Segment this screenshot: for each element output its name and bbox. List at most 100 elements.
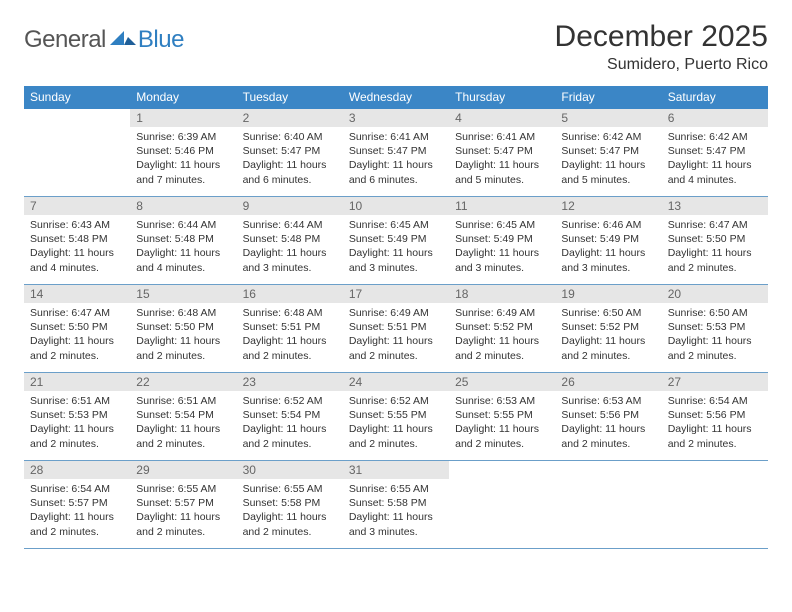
day-number: 21 bbox=[24, 373, 130, 391]
calendar-cell bbox=[662, 461, 768, 549]
calendar-cell: 26Sunrise: 6:53 AMSunset: 5:56 PMDayligh… bbox=[555, 373, 661, 461]
calendar-cell: 17Sunrise: 6:49 AMSunset: 5:51 PMDayligh… bbox=[343, 285, 449, 373]
day-content: Sunrise: 6:55 AMSunset: 5:58 PMDaylight:… bbox=[237, 479, 343, 543]
day-content: Sunrise: 6:42 AMSunset: 5:47 PMDaylight:… bbox=[555, 127, 661, 191]
title-block: December 2025 Sumidero, Puerto Rico bbox=[555, 20, 768, 74]
day-number: 2 bbox=[237, 109, 343, 127]
calendar-cell: 13Sunrise: 6:47 AMSunset: 5:50 PMDayligh… bbox=[662, 197, 768, 285]
day-number: 9 bbox=[237, 197, 343, 215]
day-content: Sunrise: 6:44 AMSunset: 5:48 PMDaylight:… bbox=[130, 215, 236, 279]
calendar-cell bbox=[24, 109, 130, 197]
day-number: 5 bbox=[555, 109, 661, 127]
day-number: 13 bbox=[662, 197, 768, 215]
calendar-cell: 11Sunrise: 6:45 AMSunset: 5:49 PMDayligh… bbox=[449, 197, 555, 285]
day-number: 16 bbox=[237, 285, 343, 303]
day-number: 14 bbox=[24, 285, 130, 303]
day-number: 31 bbox=[343, 461, 449, 479]
day-number: 10 bbox=[343, 197, 449, 215]
calendar-cell: 31Sunrise: 6:55 AMSunset: 5:58 PMDayligh… bbox=[343, 461, 449, 549]
calendar-cell: 8Sunrise: 6:44 AMSunset: 5:48 PMDaylight… bbox=[130, 197, 236, 285]
calendar-cell: 28Sunrise: 6:54 AMSunset: 5:57 PMDayligh… bbox=[24, 461, 130, 549]
calendar-cell bbox=[555, 461, 661, 549]
day-number: 29 bbox=[130, 461, 236, 479]
day-content: Sunrise: 6:50 AMSunset: 5:53 PMDaylight:… bbox=[662, 303, 768, 367]
day-content: Sunrise: 6:54 AMSunset: 5:56 PMDaylight:… bbox=[662, 391, 768, 455]
day-number: 30 bbox=[237, 461, 343, 479]
day-number: 25 bbox=[449, 373, 555, 391]
day-content: Sunrise: 6:48 AMSunset: 5:50 PMDaylight:… bbox=[130, 303, 236, 367]
day-content: Sunrise: 6:45 AMSunset: 5:49 PMDaylight:… bbox=[343, 215, 449, 279]
calendar-week-row: 14Sunrise: 6:47 AMSunset: 5:50 PMDayligh… bbox=[24, 285, 768, 373]
day-number: 18 bbox=[449, 285, 555, 303]
day-content: Sunrise: 6:51 AMSunset: 5:53 PMDaylight:… bbox=[24, 391, 130, 455]
day-content: Sunrise: 6:51 AMSunset: 5:54 PMDaylight:… bbox=[130, 391, 236, 455]
calendar-cell: 23Sunrise: 6:52 AMSunset: 5:54 PMDayligh… bbox=[237, 373, 343, 461]
calendar-cell: 2Sunrise: 6:40 AMSunset: 5:47 PMDaylight… bbox=[237, 109, 343, 197]
calendar-cell: 18Sunrise: 6:49 AMSunset: 5:52 PMDayligh… bbox=[449, 285, 555, 373]
day-content: Sunrise: 6:46 AMSunset: 5:49 PMDaylight:… bbox=[555, 215, 661, 279]
calendar-week-row: 21Sunrise: 6:51 AMSunset: 5:53 PMDayligh… bbox=[24, 373, 768, 461]
day-number: 15 bbox=[130, 285, 236, 303]
day-content: Sunrise: 6:40 AMSunset: 5:47 PMDaylight:… bbox=[237, 127, 343, 191]
day-number: 27 bbox=[662, 373, 768, 391]
brand-icon bbox=[110, 27, 136, 54]
location-text: Sumidero, Puerto Rico bbox=[555, 56, 768, 74]
day-header: Sunday bbox=[24, 86, 130, 109]
calendar-cell: 21Sunrise: 6:51 AMSunset: 5:53 PMDayligh… bbox=[24, 373, 130, 461]
day-content: Sunrise: 6:53 AMSunset: 5:55 PMDaylight:… bbox=[449, 391, 555, 455]
calendar-cell: 5Sunrise: 6:42 AMSunset: 5:47 PMDaylight… bbox=[555, 109, 661, 197]
day-content: Sunrise: 6:52 AMSunset: 5:54 PMDaylight:… bbox=[237, 391, 343, 455]
day-header: Monday bbox=[130, 86, 236, 109]
day-number: 3 bbox=[343, 109, 449, 127]
day-content: Sunrise: 6:44 AMSunset: 5:48 PMDaylight:… bbox=[237, 215, 343, 279]
day-number: 28 bbox=[24, 461, 130, 479]
day-number: 24 bbox=[343, 373, 449, 391]
day-content: Sunrise: 6:54 AMSunset: 5:57 PMDaylight:… bbox=[24, 479, 130, 543]
header: General Blue December 2025 Sumidero, Pue… bbox=[24, 20, 768, 74]
calendar-body: 1Sunrise: 6:39 AMSunset: 5:46 PMDaylight… bbox=[24, 109, 768, 549]
calendar-cell bbox=[449, 461, 555, 549]
brand-logo: General Blue bbox=[24, 26, 184, 54]
calendar-cell: 29Sunrise: 6:55 AMSunset: 5:57 PMDayligh… bbox=[130, 461, 236, 549]
calendar-cell: 6Sunrise: 6:42 AMSunset: 5:47 PMDaylight… bbox=[662, 109, 768, 197]
day-number: 20 bbox=[662, 285, 768, 303]
calendar-cell: 9Sunrise: 6:44 AMSunset: 5:48 PMDaylight… bbox=[237, 197, 343, 285]
day-content: Sunrise: 6:55 AMSunset: 5:58 PMDaylight:… bbox=[343, 479, 449, 543]
day-number: 7 bbox=[24, 197, 130, 215]
calendar-cell: 10Sunrise: 6:45 AMSunset: 5:49 PMDayligh… bbox=[343, 197, 449, 285]
day-number: 8 bbox=[130, 197, 236, 215]
day-number: 11 bbox=[449, 197, 555, 215]
calendar-table: SundayMondayTuesdayWednesdayThursdayFrid… bbox=[24, 86, 768, 549]
calendar-cell: 3Sunrise: 6:41 AMSunset: 5:47 PMDaylight… bbox=[343, 109, 449, 197]
day-number: 19 bbox=[555, 285, 661, 303]
day-number: 23 bbox=[237, 373, 343, 391]
calendar-week-row: 1Sunrise: 6:39 AMSunset: 5:46 PMDaylight… bbox=[24, 109, 768, 197]
calendar-cell: 7Sunrise: 6:43 AMSunset: 5:48 PMDaylight… bbox=[24, 197, 130, 285]
day-number: 17 bbox=[343, 285, 449, 303]
day-number: 1 bbox=[130, 109, 236, 127]
day-content: Sunrise: 6:52 AMSunset: 5:55 PMDaylight:… bbox=[343, 391, 449, 455]
day-content: Sunrise: 6:39 AMSunset: 5:46 PMDaylight:… bbox=[130, 127, 236, 191]
calendar-cell: 19Sunrise: 6:50 AMSunset: 5:52 PMDayligh… bbox=[555, 285, 661, 373]
day-content: Sunrise: 6:47 AMSunset: 5:50 PMDaylight:… bbox=[24, 303, 130, 367]
brand-text-general: General bbox=[24, 26, 106, 54]
day-header: Wednesday bbox=[343, 86, 449, 109]
calendar-cell: 1Sunrise: 6:39 AMSunset: 5:46 PMDaylight… bbox=[130, 109, 236, 197]
day-content: Sunrise: 6:41 AMSunset: 5:47 PMDaylight:… bbox=[449, 127, 555, 191]
day-content: Sunrise: 6:41 AMSunset: 5:47 PMDaylight:… bbox=[343, 127, 449, 191]
day-header: Thursday bbox=[449, 86, 555, 109]
day-content: Sunrise: 6:42 AMSunset: 5:47 PMDaylight:… bbox=[662, 127, 768, 191]
day-number: 4 bbox=[449, 109, 555, 127]
calendar-cell: 4Sunrise: 6:41 AMSunset: 5:47 PMDaylight… bbox=[449, 109, 555, 197]
day-number: 12 bbox=[555, 197, 661, 215]
day-header: Saturday bbox=[662, 86, 768, 109]
brand-text-blue: Blue bbox=[138, 26, 184, 54]
calendar-cell: 16Sunrise: 6:48 AMSunset: 5:51 PMDayligh… bbox=[237, 285, 343, 373]
calendar-cell: 15Sunrise: 6:48 AMSunset: 5:50 PMDayligh… bbox=[130, 285, 236, 373]
calendar-cell: 24Sunrise: 6:52 AMSunset: 5:55 PMDayligh… bbox=[343, 373, 449, 461]
calendar-cell: 20Sunrise: 6:50 AMSunset: 5:53 PMDayligh… bbox=[662, 285, 768, 373]
day-content: Sunrise: 6:48 AMSunset: 5:51 PMDaylight:… bbox=[237, 303, 343, 367]
day-header: Tuesday bbox=[237, 86, 343, 109]
calendar-cell: 27Sunrise: 6:54 AMSunset: 5:56 PMDayligh… bbox=[662, 373, 768, 461]
calendar-week-row: 28Sunrise: 6:54 AMSunset: 5:57 PMDayligh… bbox=[24, 461, 768, 549]
